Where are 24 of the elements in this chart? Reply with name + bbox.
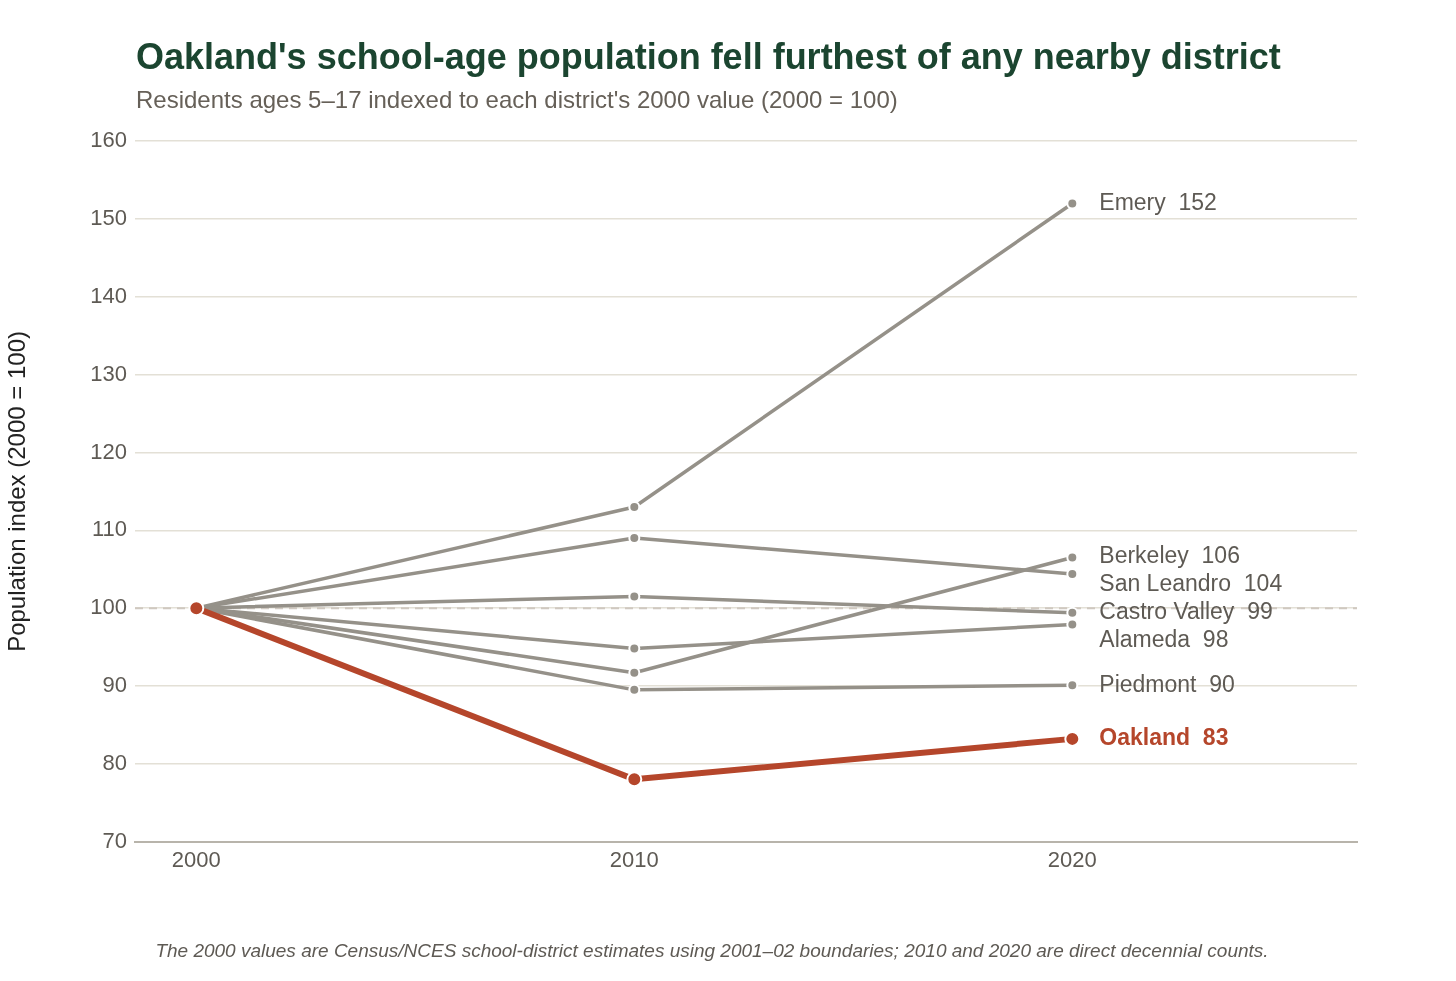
- text: Oakland 83: [1099, 724, 1229, 751]
- text: Alameda 98: [1099, 626, 1229, 653]
- y-tick-label: 110: [91, 516, 127, 542]
- chart-subtitle: Residents ages 5–17 indexed to each district's 2000 value (2000 = 100): [136, 86, 898, 114]
- text: Berkeley 106: [1099, 542, 1240, 569]
- text: Piedmont 90: [1099, 670, 1235, 697]
- y-tick-label: 80: [102, 749, 127, 775]
- y-tick-label: 140: [90, 282, 127, 308]
- y-tick-label: 150: [90, 205, 127, 231]
- y-tick-label: 70: [102, 827, 127, 853]
- x-tick-label: 2020: [1047, 846, 1097, 872]
- text: Emery 152: [1099, 188, 1217, 215]
- y-tick-label: 160: [90, 127, 127, 153]
- y-tick-label: 130: [90, 360, 127, 386]
- y-tick-label: 100: [90, 594, 127, 620]
- x-tick-label: 2010: [609, 846, 659, 872]
- y-tick-label: 90: [102, 672, 127, 698]
- text: Castro Valley 99: [1099, 598, 1273, 625]
- chart-title: Oakland's school-age population fell furthest of any nearby district: [136, 36, 1281, 78]
- y-axis-title: Population index (2000 = 100): [3, 330, 31, 652]
- y-tick-label: 120: [90, 438, 127, 464]
- x-tick-label: 2000: [171, 846, 221, 872]
- text: The 2000 values are Census/NCES school-district estimates using 2001–02 boundaries; 2010 and 2020 are direct decennial counts.: [154, 940, 1270, 962]
- text: San Leandro 104: [1099, 570, 1283, 597]
